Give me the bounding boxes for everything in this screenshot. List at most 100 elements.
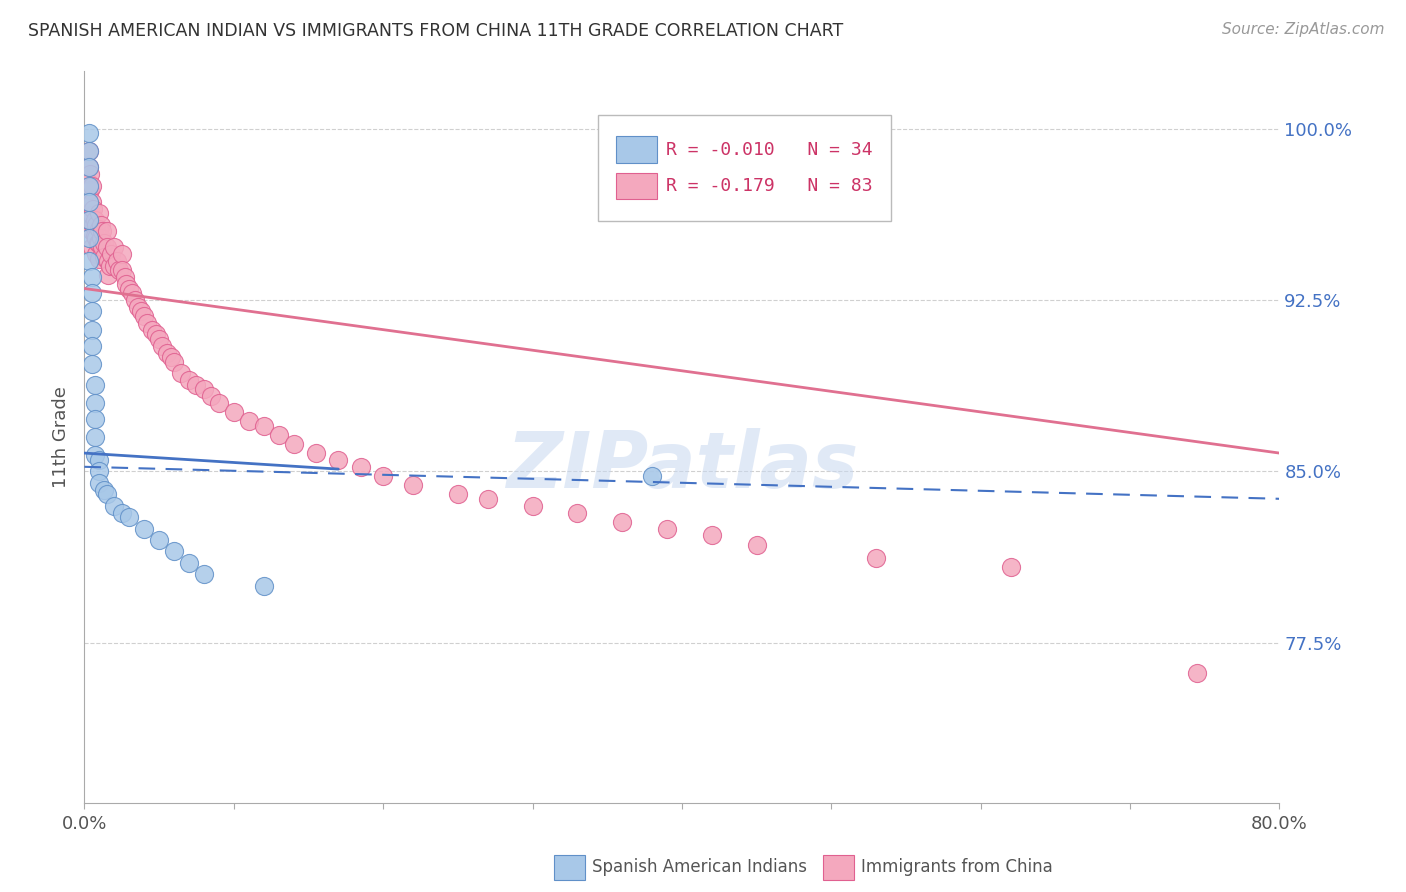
Point [89, 206, 111, 220]
Point [305, 446, 328, 460]
Point [77, 161, 100, 175]
Text: Source: ZipAtlas.com: Source: ZipAtlas.com [1222, 22, 1385, 37]
Point [145, 327, 167, 342]
Point [77, 254, 100, 268]
Point [80, 224, 103, 238]
Point [77, 213, 100, 227]
Point [91, 224, 114, 238]
Point [141, 323, 163, 337]
Point [193, 382, 215, 396]
Point [373, 469, 395, 483]
Text: ZIPatlas: ZIPatlas [506, 428, 858, 504]
Point [90, 231, 112, 245]
Point [177, 556, 200, 570]
Point [328, 453, 350, 467]
Point [80, 208, 103, 222]
Point [80, 286, 103, 301]
Point [107, 263, 129, 277]
Point [745, 537, 768, 551]
Point [115, 277, 138, 291]
Point [200, 389, 222, 403]
Point [80, 338, 103, 352]
Point [80, 270, 103, 285]
Point [77, 178, 100, 193]
Point [97, 254, 120, 268]
Point [93, 483, 115, 497]
Point [567, 506, 589, 520]
Point [124, 293, 146, 307]
FancyBboxPatch shape [616, 173, 657, 199]
Point [80, 178, 103, 193]
Point [612, 515, 634, 529]
Point [79, 183, 101, 197]
Point [129, 304, 152, 318]
Point [865, 551, 887, 566]
Point [132, 521, 156, 535]
Text: R = -0.179   N = 83: R = -0.179 N = 83 [666, 178, 873, 195]
Point [77, 126, 100, 140]
Point [89, 252, 111, 266]
Point [193, 567, 215, 582]
Point [103, 499, 125, 513]
Point [155, 345, 177, 359]
Point [77, 161, 100, 175]
Point [80, 194, 103, 209]
Text: SPANISH AMERICAN INDIAN VS IMMIGRANTS FROM CHINA 11TH GRADE CORRELATION CHART: SPANISH AMERICAN INDIAN VS IMMIGRANTS FR… [28, 22, 844, 40]
Point [641, 469, 664, 483]
Point [80, 357, 103, 371]
Point [522, 499, 544, 513]
Text: Immigrants from China: Immigrants from China [862, 858, 1053, 876]
Point [83, 448, 105, 462]
Point [1187, 665, 1209, 680]
Point [163, 544, 186, 558]
Point [89, 235, 111, 250]
Point [111, 506, 134, 520]
Point [208, 396, 231, 410]
Point [77, 194, 100, 209]
Point [96, 224, 118, 238]
Point [222, 405, 245, 419]
Point [267, 427, 290, 442]
Point [86, 218, 108, 232]
Point [238, 414, 260, 428]
Point [186, 377, 208, 392]
Point [105, 254, 128, 268]
Point [97, 268, 120, 282]
FancyBboxPatch shape [554, 855, 585, 880]
Point [103, 259, 125, 273]
Point [160, 350, 183, 364]
Point [111, 263, 134, 277]
Point [80, 240, 103, 254]
Point [90, 218, 112, 232]
Point [86, 247, 108, 261]
Point [150, 338, 173, 352]
Point [148, 332, 170, 346]
Point [96, 240, 118, 254]
Point [83, 377, 105, 392]
Point [700, 528, 723, 542]
Point [98, 259, 121, 273]
Point [77, 145, 100, 159]
Point [82, 218, 104, 232]
Point [77, 145, 100, 159]
Point [82, 202, 104, 216]
Point [100, 247, 122, 261]
Point [89, 475, 111, 490]
FancyBboxPatch shape [616, 136, 657, 163]
Point [77, 177, 100, 191]
Point [253, 579, 276, 593]
Point [86, 231, 108, 245]
Point [103, 240, 125, 254]
Point [79, 167, 101, 181]
Point [127, 300, 149, 314]
Point [170, 366, 193, 380]
Point [148, 533, 170, 547]
Point [177, 373, 200, 387]
Point [111, 247, 134, 261]
Point [477, 491, 499, 506]
Point [93, 250, 115, 264]
Point [83, 228, 105, 243]
Point [96, 487, 118, 501]
Point [253, 418, 276, 433]
Point [121, 286, 143, 301]
